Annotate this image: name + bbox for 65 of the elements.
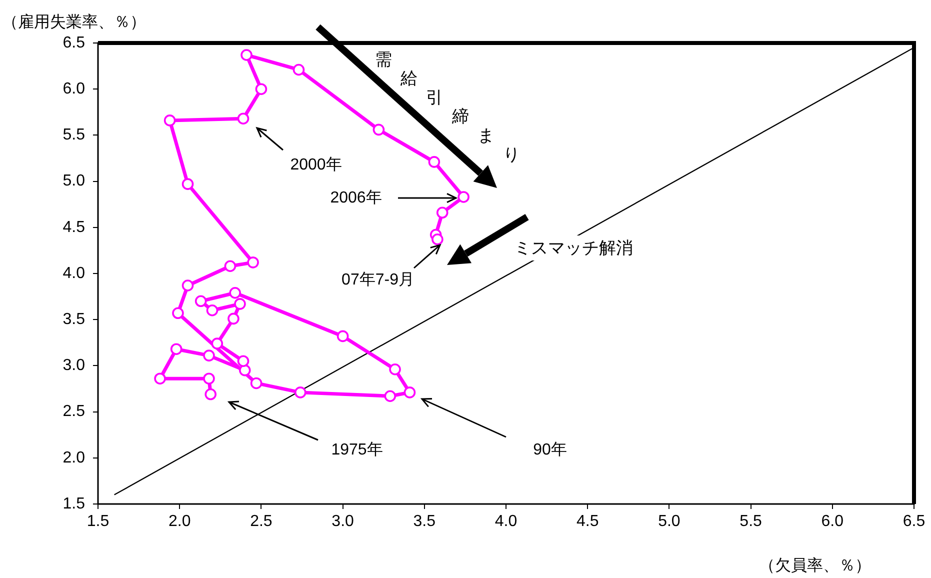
x-tick-label: 2.0 (168, 513, 191, 530)
point (294, 386, 306, 398)
x-tick-label: 4.5 (576, 513, 599, 530)
point (182, 178, 194, 190)
point (237, 112, 250, 125)
point (336, 330, 349, 342)
point (228, 312, 240, 325)
point (234, 298, 246, 310)
point (211, 338, 224, 350)
y-axis-title: （雇用失業率、％） (2, 12, 146, 33)
point (404, 386, 416, 398)
point (204, 388, 217, 400)
point (458, 191, 470, 203)
point (170, 343, 182, 356)
x-tick-label: 6.0 (821, 513, 844, 530)
y-tick-label: 6.0 (62, 80, 86, 98)
y-tick-label: 5.5 (62, 126, 86, 144)
point (432, 233, 444, 246)
point (164, 114, 176, 126)
x-tick-label: 5.0 (658, 513, 680, 530)
y-tick-label: 4.0 (62, 264, 86, 282)
point (255, 83, 268, 95)
x-tick-label: 6.5 (902, 513, 926, 530)
point (224, 260, 236, 272)
point (238, 364, 251, 376)
x-tick-label: 5.5 (740, 513, 762, 530)
annotation: 2000年 (290, 156, 342, 176)
annotation: 07年7-9月 (342, 270, 414, 290)
y-tick-label: 5.0 (62, 172, 86, 190)
point (237, 355, 250, 367)
point (194, 295, 207, 308)
point (203, 350, 215, 362)
annotation: 90年 (533, 440, 567, 460)
annotation: 需給引締まり (375, 49, 520, 166)
x-axis-title: （欠員率、％） (759, 556, 871, 576)
point (372, 124, 385, 136)
y-tick-label: 1.5 (62, 495, 86, 512)
y-tick-label: 3.0 (62, 357, 86, 374)
point (182, 280, 194, 292)
point (384, 390, 396, 402)
point (428, 156, 440, 168)
annotation: 1975年 (331, 440, 383, 460)
point (206, 304, 218, 316)
point (229, 286, 241, 299)
point (247, 256, 259, 268)
y-tick-label: 2.5 (62, 403, 86, 420)
point (436, 206, 448, 219)
y-tick-label: 6.5 (62, 34, 86, 52)
x-tick-label: 4.0 (494, 513, 518, 530)
point (203, 372, 215, 385)
annotation: ミスマッチ解消 (512, 236, 635, 260)
point (292, 64, 305, 76)
y-tick-label: 4.5 (62, 218, 86, 236)
point (389, 363, 401, 376)
point (240, 49, 252, 61)
x-tick-label: 2.5 (250, 513, 272, 530)
y-tick-label: 2.0 (62, 449, 86, 466)
x-tick-label: 3.5 (413, 513, 436, 530)
point (250, 377, 262, 390)
annotation: 2006年 (330, 188, 382, 208)
x-tick-label: 1.5 (86, 513, 110, 530)
x-tick-label: 3.0 (332, 513, 354, 530)
y-tick-label: 3.5 (62, 311, 86, 328)
point (154, 372, 166, 385)
point (172, 307, 184, 320)
